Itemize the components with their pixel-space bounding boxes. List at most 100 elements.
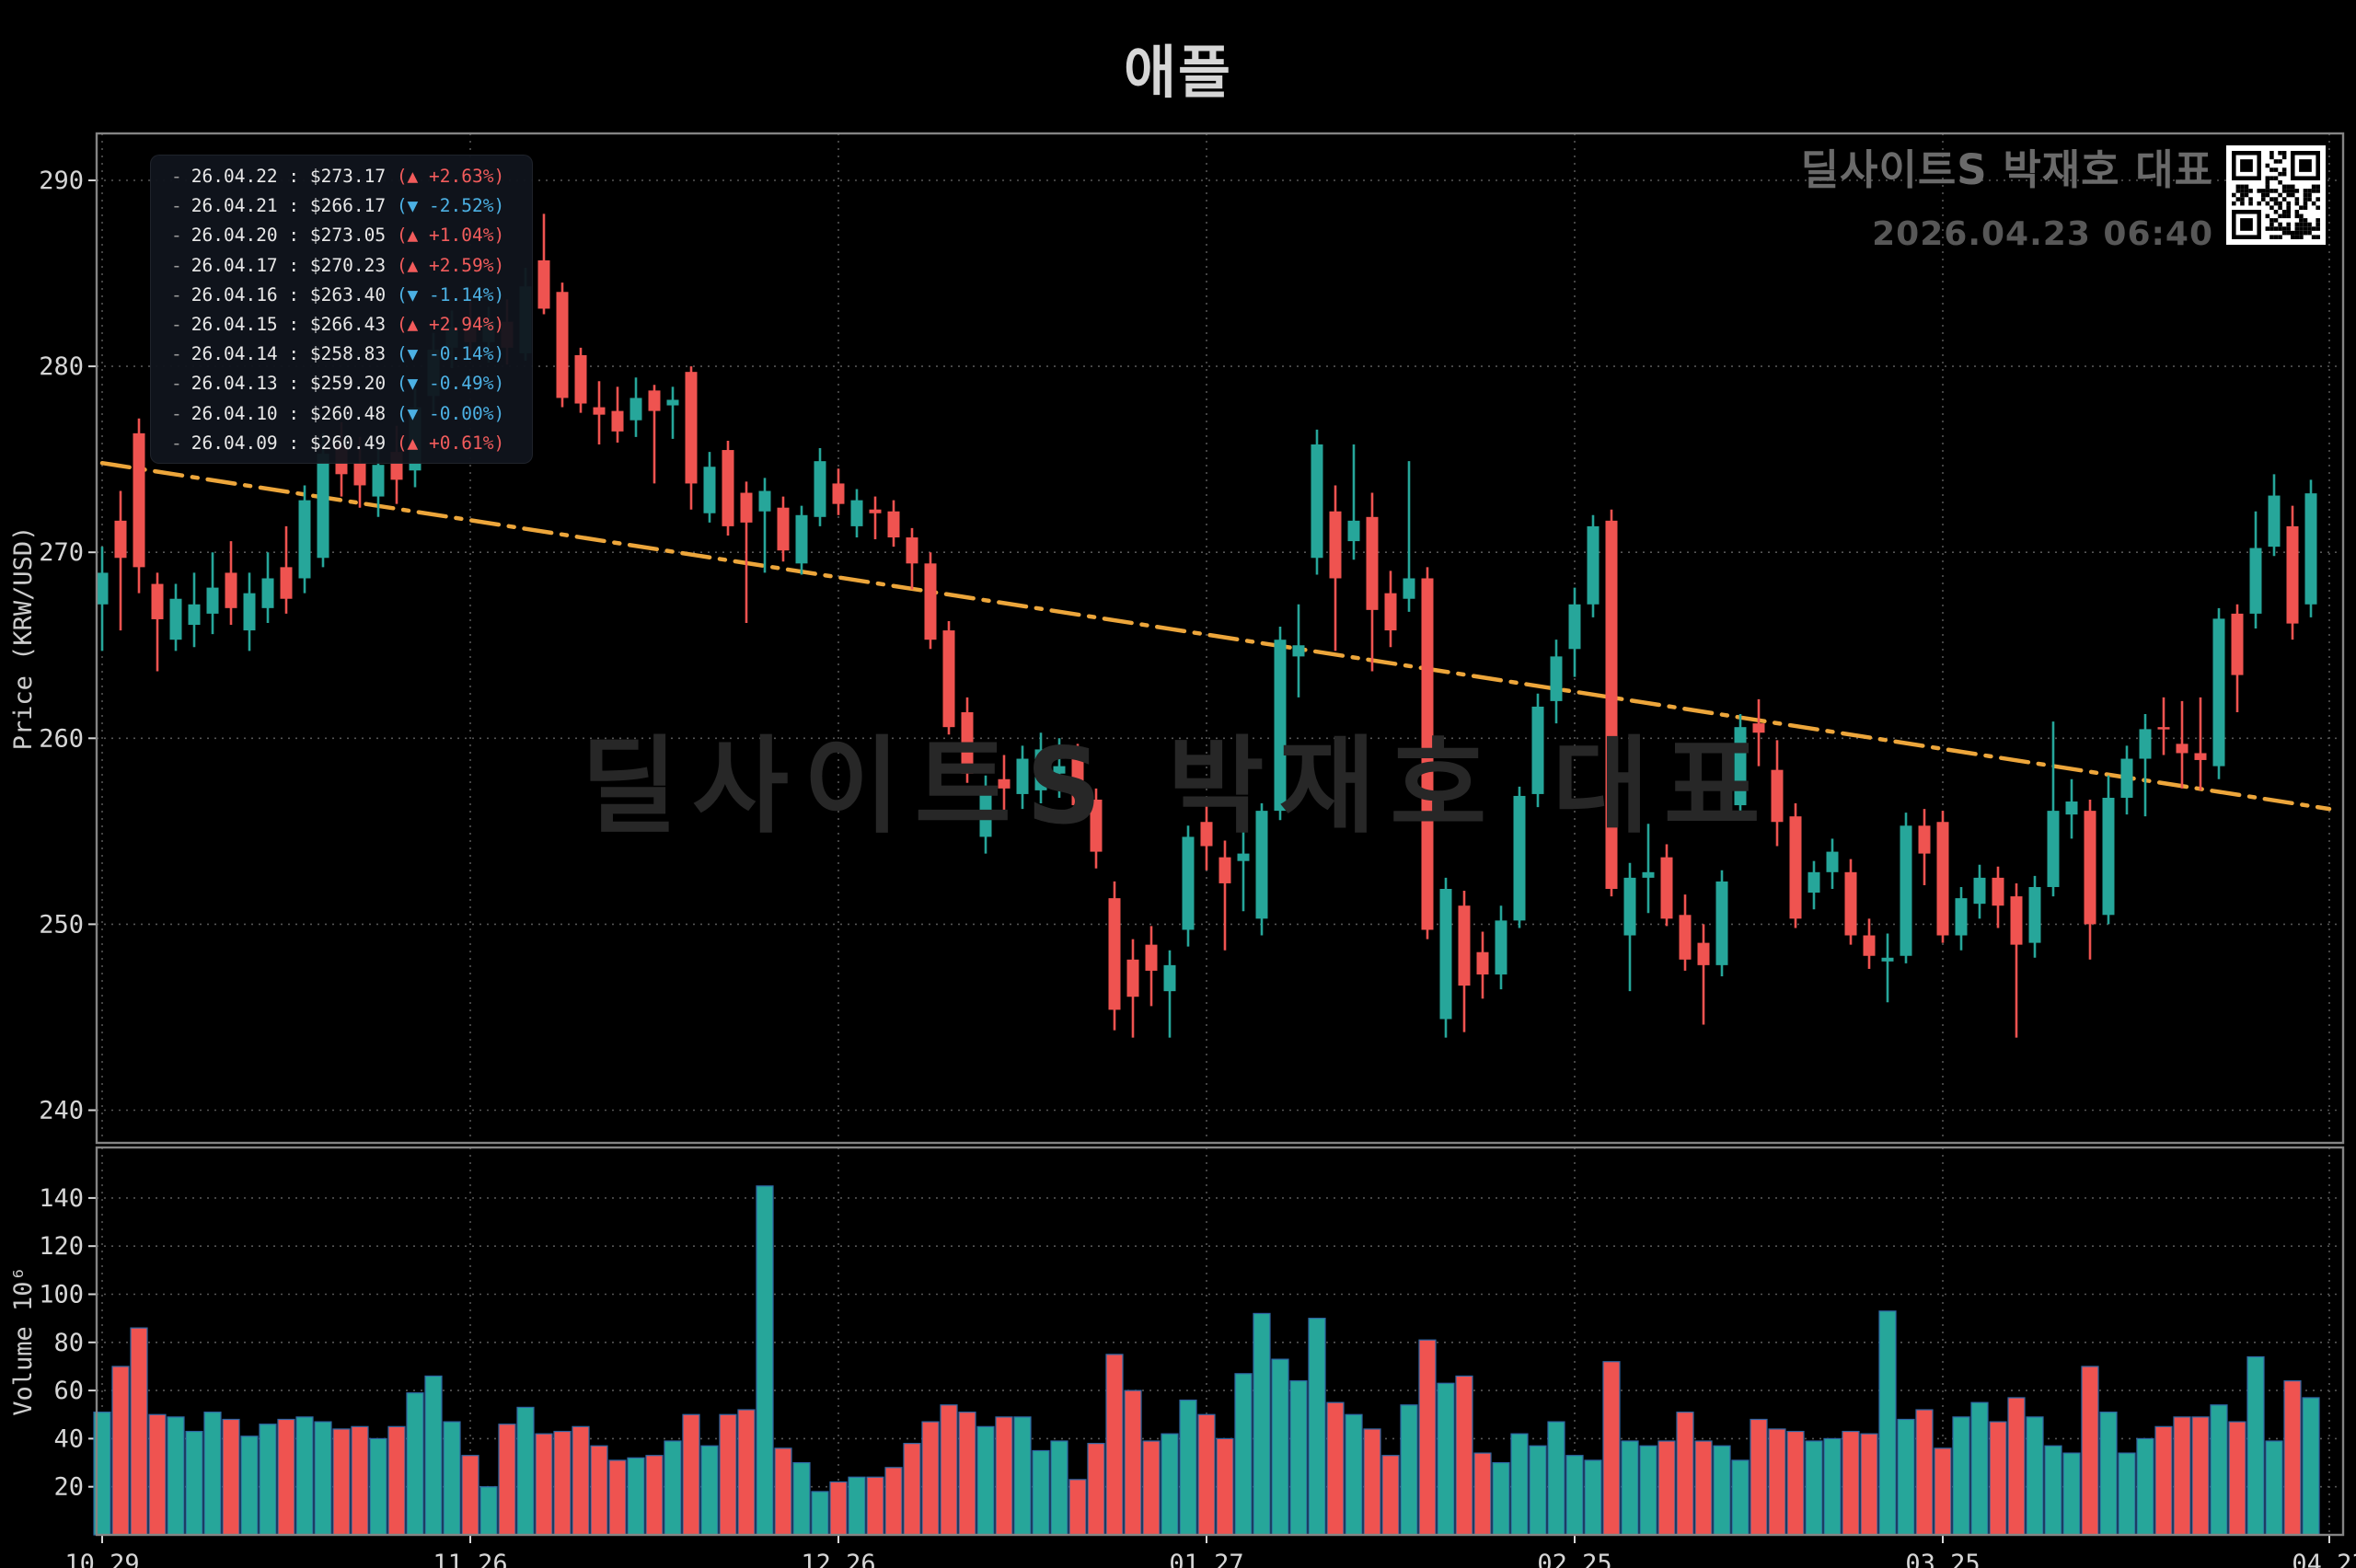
legend-row-dash: - xyxy=(171,314,182,336)
volume-bar xyxy=(1750,1418,1768,1536)
volume-bar xyxy=(682,1413,700,1536)
candle-body xyxy=(261,578,274,608)
volume-tick-label: 120 xyxy=(39,1232,84,1261)
volume-tick-label: 40 xyxy=(53,1424,84,1453)
candle-body xyxy=(1218,857,1231,883)
candle-body xyxy=(2286,525,2299,624)
legend-box: -26.04.22 : $273.17 (▲ +2.63%) -26.04.21 … xyxy=(150,155,533,464)
volume-bar xyxy=(1179,1399,1197,1536)
price-tick-label: 260 xyxy=(39,724,84,753)
volume-bar xyxy=(2044,1445,2062,1536)
volume-bar xyxy=(1363,1428,1381,1536)
legend-row-dash: - xyxy=(171,225,182,247)
candle-body xyxy=(629,398,642,421)
candle-body xyxy=(1992,877,2004,906)
candle-body xyxy=(777,507,790,551)
legend-change-up: (▲ +1.04%) xyxy=(396,225,505,247)
volume-bar xyxy=(1529,1445,1547,1536)
legend-row-dash: - xyxy=(171,343,182,365)
candle-body xyxy=(1403,578,1415,599)
volume-bar xyxy=(203,1412,222,1536)
legend-row-dash: - xyxy=(171,402,182,424)
candle-body xyxy=(1108,898,1121,1010)
volume-bar xyxy=(1161,1433,1179,1536)
volume-bar xyxy=(829,1481,848,1536)
volume-bar xyxy=(1437,1382,1455,1536)
volume-bar xyxy=(627,1457,645,1536)
legend-row-text: 26.04.22 : $273.17 xyxy=(191,166,397,187)
volume-bar xyxy=(498,1424,516,1536)
candle-body xyxy=(353,463,366,486)
volume-tick-label: 20 xyxy=(53,1473,84,1502)
volume-panel-border xyxy=(95,1146,2345,1537)
candle-body xyxy=(2231,613,2244,675)
candle-body xyxy=(114,520,127,559)
volume-bar xyxy=(2283,1380,2302,1536)
volume-bar xyxy=(1694,1440,1713,1536)
volume-bar xyxy=(2007,1397,2026,1536)
volume-bar xyxy=(1602,1361,1621,1536)
candle-body xyxy=(1881,957,1894,962)
candle-body xyxy=(1458,905,1471,986)
candle-body xyxy=(317,454,329,559)
price-tick-label: 240 xyxy=(39,1097,84,1125)
candle-body xyxy=(188,604,201,626)
volume-bar xyxy=(2081,1366,2099,1536)
candle-body xyxy=(1863,935,1876,956)
candle-body xyxy=(758,490,771,512)
legend-row-dash: - xyxy=(171,373,182,395)
candle-body xyxy=(1311,444,1323,559)
volume-bar xyxy=(148,1413,167,1536)
candle-body xyxy=(1495,920,1507,974)
volume-bar xyxy=(369,1437,387,1536)
candle-body xyxy=(1384,593,1397,631)
volume-bar xyxy=(1050,1440,1068,1536)
candle-body xyxy=(2157,727,2170,730)
candle-body xyxy=(206,587,219,614)
candle-body xyxy=(1587,525,1600,605)
candle-body xyxy=(2047,811,2060,887)
legend-change-up: (▲ +2.63%) xyxy=(396,166,505,187)
volume-bar xyxy=(1216,1437,1234,1536)
volume-bar xyxy=(535,1433,553,1536)
volume-bar xyxy=(1197,1413,1216,1536)
volume-bar xyxy=(1934,1447,1952,1536)
volume-bar xyxy=(1400,1404,1418,1536)
candle-body xyxy=(924,563,937,640)
candle-body xyxy=(1734,727,1747,806)
volume-bar xyxy=(756,1185,774,1536)
volume-bar xyxy=(1234,1373,1253,1536)
candle-body xyxy=(814,461,826,517)
candle-body xyxy=(887,511,900,538)
candle-body xyxy=(666,399,679,406)
volume-bar xyxy=(664,1440,682,1536)
volume-bar xyxy=(1013,1416,1032,1536)
candle-body xyxy=(1679,915,1692,960)
date-tick-label: 01.27 xyxy=(1169,1550,1243,1568)
candle-body xyxy=(1807,871,1820,894)
candle-body xyxy=(1237,853,1250,861)
legend-row-dash: - xyxy=(171,283,182,306)
legend-change-down: (▼ -0.49%) xyxy=(396,373,505,395)
volume-bar xyxy=(443,1421,461,1536)
volume-bar xyxy=(406,1392,424,1536)
legend-row: -26.04.17 : $270.23 (▲ +2.59%) xyxy=(171,251,532,281)
price-tick-label: 290 xyxy=(39,167,84,195)
volume-bar xyxy=(1068,1479,1087,1536)
volume-bar xyxy=(1565,1455,1584,1536)
candle-body xyxy=(1568,604,1581,650)
candle-body xyxy=(1145,944,1158,971)
legend-row-dash: - xyxy=(171,432,182,454)
legend-change-up: (▲ +2.94%) xyxy=(396,314,505,336)
volume-bar xyxy=(1455,1375,1473,1536)
legend-change-down: (▼ -2.52%) xyxy=(396,195,505,217)
candle-body xyxy=(1715,881,1728,965)
candle-body xyxy=(1955,898,1968,936)
volume-bar xyxy=(645,1455,664,1536)
legend-row: -26.04.14 : $258.83 (▼ -0.14%) xyxy=(171,340,532,369)
candle-body xyxy=(703,467,716,513)
candle-body xyxy=(2249,548,2262,614)
candle-body xyxy=(722,450,734,526)
